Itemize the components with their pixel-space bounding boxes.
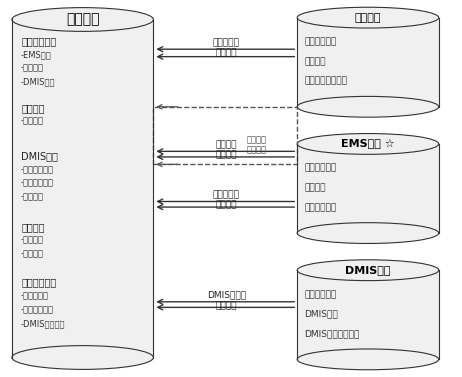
Text: -测点历史值: -测点历史值	[21, 291, 49, 300]
Text: 一次设备模型: 一次设备模型	[21, 36, 56, 46]
Ellipse shape	[12, 346, 153, 369]
Text: 一次设备模型: 一次设备模型	[304, 290, 336, 299]
Text: 保护历史数据模型: 保护历史数据模型	[304, 77, 347, 86]
Text: -保护信息: -保护信息	[21, 64, 44, 73]
Text: 历史数据模型: 历史数据模型	[304, 203, 336, 212]
Bar	[297, 18, 439, 107]
Text: -统计模型: -统计模型	[21, 193, 44, 202]
Text: 保信、历史
模型抽取: 保信、历史 模型抽取	[213, 38, 240, 57]
Text: DMIS历史数据模型: DMIS历史数据模型	[304, 329, 359, 338]
Text: 保护模型: 保护模型	[355, 13, 381, 23]
Text: 保护模型: 保护模型	[304, 57, 326, 66]
Text: -电网维护模型: -电网维护模型	[21, 179, 54, 188]
Text: -EMS信息: -EMS信息	[21, 50, 52, 59]
Ellipse shape	[12, 8, 153, 31]
Text: DMIS模型: DMIS模型	[345, 265, 391, 275]
Bar	[297, 144, 439, 233]
Text: 测点、历史
模型抽取: 测点、历史 模型抽取	[213, 190, 240, 210]
Ellipse shape	[297, 7, 439, 28]
Text: 一次设备模型: 一次设备模型	[304, 164, 336, 173]
Text: -DMIS信息: -DMIS信息	[21, 77, 55, 86]
Bar	[153, 107, 297, 164]
Text: DMIS、历史
模型抽取: DMIS、历史 模型抽取	[207, 291, 246, 310]
Text: -遥测信息: -遥测信息	[21, 236, 44, 245]
Text: -DMIS历史数据: -DMIS历史数据	[21, 319, 66, 328]
Text: EMS模型 ☆: EMS模型 ☆	[341, 139, 395, 149]
Ellipse shape	[297, 133, 439, 154]
Text: 保护模型: 保护模型	[21, 103, 44, 113]
Ellipse shape	[297, 349, 439, 370]
Text: -电网管理模型: -电网管理模型	[21, 165, 54, 174]
Ellipse shape	[297, 223, 439, 244]
Text: 测点模型: 测点模型	[21, 222, 44, 232]
Text: 一次设备
模型匹配: 一次设备 模型匹配	[246, 135, 266, 154]
Text: 一次设备模型: 一次设备模型	[304, 37, 336, 46]
Text: DMIS模型: DMIS模型	[21, 151, 58, 161]
Text: 一次设备
模型抽取: 一次设备 模型抽取	[216, 140, 237, 159]
Text: -保护历史数据: -保护历史数据	[21, 305, 54, 314]
Ellipse shape	[297, 97, 439, 117]
Text: DMIS模型: DMIS模型	[304, 310, 338, 319]
Text: -保护装置: -保护装置	[21, 117, 44, 126]
Text: 全景模型: 全景模型	[66, 12, 99, 26]
Bar	[12, 20, 153, 357]
Bar	[297, 270, 439, 359]
Text: 历史数据模型: 历史数据模型	[21, 277, 56, 288]
Ellipse shape	[297, 260, 439, 280]
Text: -遥信信息: -遥信信息	[21, 250, 44, 258]
Text: 测点模型: 测点模型	[304, 183, 326, 192]
